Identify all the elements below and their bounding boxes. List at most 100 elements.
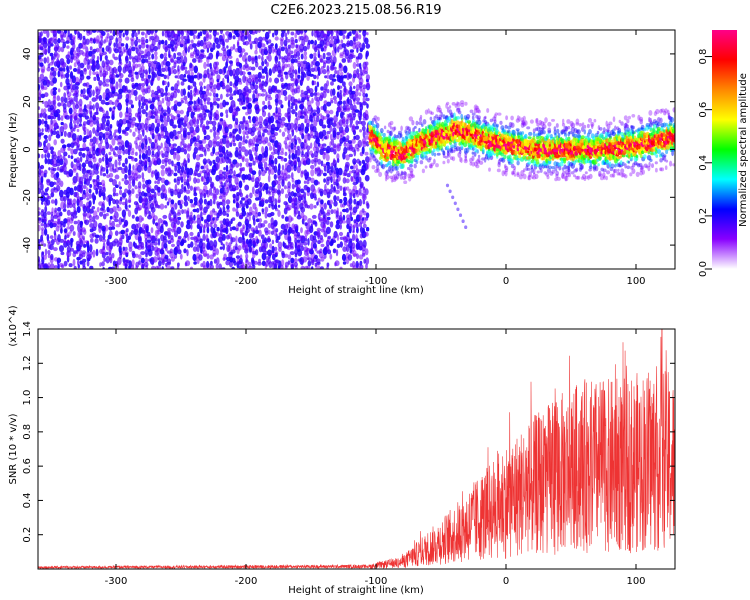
heatmap-cell xyxy=(290,128,295,133)
heatmap-cell xyxy=(291,172,294,180)
heatmap-cell xyxy=(325,161,330,166)
heatmap-cell xyxy=(112,179,117,186)
heatmap-cell xyxy=(192,112,196,116)
heatmap-cell xyxy=(326,89,330,94)
heatmap-cell xyxy=(228,93,234,97)
heatmap-cell xyxy=(208,30,213,33)
heatmap-cell xyxy=(49,146,55,151)
heatmap-cell xyxy=(264,58,267,65)
heatmap-cell xyxy=(127,73,133,78)
heatmap-cell xyxy=(471,155,475,162)
heatmap-cell xyxy=(245,194,249,198)
heatmap-cell xyxy=(76,128,80,133)
heatmap-cell xyxy=(205,164,209,170)
heatmap-cell xyxy=(362,223,367,229)
heatmap-cell xyxy=(111,266,116,269)
heatmap-cell xyxy=(220,93,223,100)
heatmap-cell xyxy=(81,52,87,57)
heatmap-cell xyxy=(84,115,90,120)
heatmap-cell xyxy=(134,140,138,145)
heatmap-cell xyxy=(110,85,116,91)
heatmap-cell xyxy=(280,147,284,153)
heatmap-cell xyxy=(95,94,99,100)
heatmap-cell xyxy=(319,169,324,175)
heatmap-cell xyxy=(337,167,343,176)
heatmap-cell xyxy=(222,77,225,86)
heatmap-cell xyxy=(124,148,129,155)
heatmap-cell xyxy=(280,156,284,160)
heatmap-cell xyxy=(38,89,42,96)
heatmap-cell xyxy=(281,250,285,256)
heatmap-cell xyxy=(322,172,327,177)
heatmap-cell xyxy=(52,104,57,110)
heatmap-cell xyxy=(235,57,240,66)
heatmap-cell xyxy=(364,188,369,196)
heatmap-cell xyxy=(59,154,63,162)
heatmap-cell xyxy=(359,62,362,70)
heatmap-cell xyxy=(44,138,48,144)
heatmap-cell xyxy=(40,183,44,191)
heatmap-cell xyxy=(209,160,213,166)
heatmap-cell xyxy=(460,113,464,120)
heatmap-cell xyxy=(460,157,463,164)
heatmap-cell xyxy=(38,256,41,263)
heatmap-cell xyxy=(39,58,44,62)
heatmap-cell xyxy=(466,120,472,124)
heatmap-cell xyxy=(92,169,95,176)
heatmap-cell xyxy=(328,117,334,122)
heatmap-cell xyxy=(99,211,104,217)
heatmap-cell xyxy=(114,92,118,97)
heatmap-cell xyxy=(57,88,61,93)
heatmap-cell xyxy=(43,228,48,236)
heatmap-cell xyxy=(101,192,106,197)
heatmap-cell xyxy=(186,153,190,160)
heatmap-cell xyxy=(351,146,356,153)
heatmap-cell xyxy=(172,68,178,75)
heatmap-cell xyxy=(130,170,134,175)
heatmap-cell xyxy=(131,223,137,230)
heatmap-cell xyxy=(94,234,100,239)
heatmap-cell xyxy=(281,214,285,219)
heatmap-cell xyxy=(183,73,186,78)
heatmap-cell xyxy=(283,39,288,46)
heatmap-cell xyxy=(61,144,67,149)
heatmap-cell xyxy=(193,214,196,221)
heatmap-cell xyxy=(40,169,43,173)
heatmap-cell xyxy=(429,116,433,121)
heatmap-cell xyxy=(144,77,149,85)
heatmap-cell xyxy=(115,74,120,78)
heatmap-cell xyxy=(362,239,367,248)
heatmap-cell xyxy=(310,169,315,177)
heatmap-cell xyxy=(63,92,67,99)
heatmap-cell xyxy=(147,179,152,185)
heatmap-cell xyxy=(234,86,238,92)
heatmap-cell xyxy=(75,30,79,35)
heatmap-cell xyxy=(148,123,152,129)
heatmap-cell xyxy=(235,235,238,244)
heatmap-cell xyxy=(228,60,233,64)
heatmap-cell xyxy=(237,89,243,96)
heatmap-cell xyxy=(189,85,193,89)
heatmap-cell xyxy=(125,228,129,233)
heatmap-cell xyxy=(63,151,68,157)
heatmap-cell xyxy=(319,266,324,269)
heatmap-cell xyxy=(183,66,188,70)
heatmap-cell xyxy=(294,38,298,44)
heatmap-cell xyxy=(309,203,314,210)
heatmap-cell xyxy=(293,223,299,230)
heatmap-cell xyxy=(321,129,327,137)
heatmap-cell xyxy=(59,180,64,188)
heatmap-cell xyxy=(166,146,170,154)
heatmap-cell xyxy=(75,191,80,199)
heatmap-cell xyxy=(365,212,370,219)
heatmap-cell xyxy=(424,126,428,132)
heatmap-cell xyxy=(75,88,79,95)
heatmap-cell xyxy=(102,173,107,177)
heatmap-cell xyxy=(307,238,310,246)
heatmap-cell xyxy=(108,46,112,54)
heatmap-cell xyxy=(303,73,307,78)
heatmap-cell xyxy=(84,240,90,244)
heatmap-cell xyxy=(322,147,327,151)
heatmap-cell xyxy=(235,134,241,142)
heatmap-cell xyxy=(306,94,311,99)
